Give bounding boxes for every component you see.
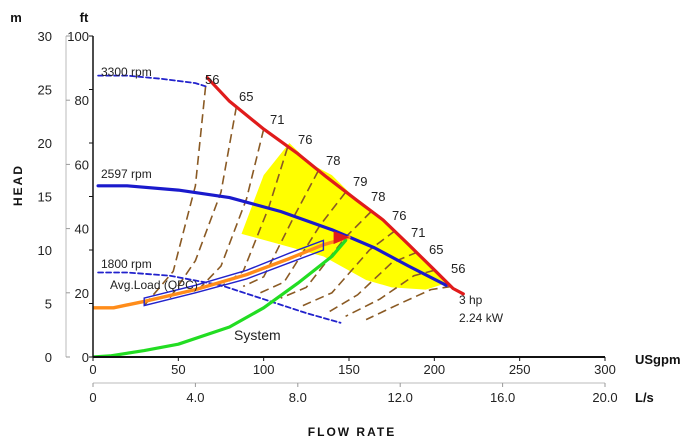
x-tick-label: 100 [253, 362, 275, 377]
efficiency-label: 65 [239, 89, 253, 104]
x2-tick-label: 0 [89, 390, 96, 405]
efficiency-label: 78 [371, 189, 385, 204]
overlay-layer: 3300 rpm 2597 rpm 1800 rpm Avg.Load (QPC) 56… [101, 65, 465, 307]
y-unit-label: m [10, 10, 22, 25]
series-line-2597-rpm [96, 184, 448, 287]
x2-tick-label: 4.0 [186, 390, 204, 405]
y-tick-label: 30 [38, 29, 52, 44]
y2-tick-label: 80 [75, 93, 89, 108]
efficiency-label: 56 [205, 72, 219, 87]
x2-tick-label: 20.0 [592, 390, 617, 405]
y-tick-label: 0 [45, 350, 52, 365]
y2-tick-label: 0 [82, 350, 89, 365]
x2-tick-label: 12.0 [388, 390, 413, 405]
efficiency-contour-line [242, 170, 320, 288]
x-tick-label: 300 [594, 362, 616, 377]
efficiency-label: 76 [298, 132, 312, 147]
series-layer [93, 74, 465, 357]
series-line-3300-rpm [97, 74, 207, 88]
y2-tick-label: 100 [67, 29, 89, 44]
series-label-3300-rpm: 3300 rpm [101, 65, 152, 79]
efficiency-label: 71 [411, 225, 425, 240]
efficiency-label: 56 [451, 261, 465, 276]
efficiency-contour-line [194, 128, 265, 294]
motor-kw-label: 2.24 kW [459, 311, 504, 325]
y-tick-label: 5 [45, 297, 52, 312]
y-tick-label: 20 [38, 136, 52, 151]
efficiency-contour-line [365, 285, 452, 321]
avg-load-arrow-head [333, 231, 350, 245]
x2-tick-label: 8.0 [289, 390, 307, 405]
series-line-system [93, 238, 348, 357]
x2-unit-label: L/s [635, 390, 654, 405]
system-curve-label: System [234, 327, 281, 343]
efficiency-label: 65 [429, 242, 443, 257]
efficiency-contour-line [169, 106, 238, 299]
efficiency-contour-line [280, 210, 372, 299]
y2-unit-label: ft [80, 10, 89, 25]
x2-tick-label: 16.0 [490, 390, 515, 405]
qpc-band-outline [143, 239, 325, 307]
efficiency-contour-line [302, 230, 396, 307]
series-label-avg-load-qpc-: Avg.Load (QPC) [110, 278, 198, 292]
efficiency-label: 76 [392, 208, 406, 223]
y2-tick-label: 20 [75, 286, 89, 301]
y2-tick-label: 60 [75, 157, 89, 172]
motor-power-label: 3 hp [459, 293, 483, 307]
efficiency-contour-line [328, 251, 418, 313]
series-line-3-hp [205, 76, 465, 296]
y2-tick-label: 40 [75, 222, 89, 237]
y-tick-label: 10 [38, 243, 52, 258]
series-line-avg-load-qpc- [93, 235, 351, 310]
x-tick-label: 250 [509, 362, 531, 377]
series-label-2597-rpm: 2597 rpm [101, 167, 152, 181]
series-label-1800-rpm: 1800 rpm [101, 257, 152, 271]
x-tick-label: 150 [338, 362, 360, 377]
efficiency-zone [241, 143, 447, 290]
efficiency-zone-area [241, 143, 447, 290]
efficiency-label: 71 [270, 112, 284, 127]
y-tick-label: 15 [38, 190, 52, 205]
y-tick-label: 25 [38, 83, 52, 98]
y-axis-title: HEAD [11, 164, 25, 206]
x-tick-label: 50 [171, 362, 185, 377]
x-unit-label: USgpm [635, 352, 681, 367]
x-tick-label: 0 [89, 362, 96, 377]
efficiency-contour-line [143, 86, 207, 307]
efficiency-label: 78 [326, 153, 340, 168]
efficiency-label: 79 [353, 174, 367, 189]
x-tick-label: 200 [423, 362, 445, 377]
x-axis-title: FLOW RATE [308, 425, 396, 439]
